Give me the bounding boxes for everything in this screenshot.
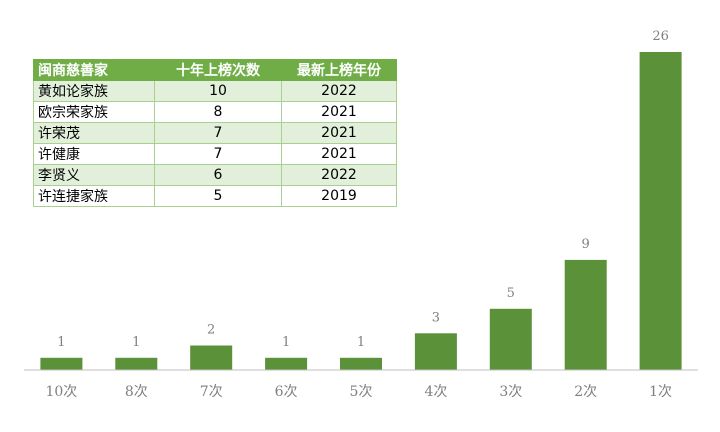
value-label-2: 1 [132,335,140,350]
tick-label-8: 2次 [574,384,597,400]
ranking-table: 闽商慈善家 十年上榜次数 最新上榜年份 黄如论家族 10 2022 欧宗荣家族 … [33,59,397,207]
tick-label-4: 6次 [275,384,298,400]
cell-year: 2021 [281,101,397,123]
cell-count: 7 [154,122,282,144]
cell-name: 许连捷家族 [33,185,155,207]
value-label-3: 2 [207,323,215,338]
cell-year: 2021 [281,122,397,144]
bar-1 [40,357,83,370]
value-label-5: 1 [357,335,365,350]
table-row: 李贤义 6 2022 [33,164,397,186]
value-label-4: 1 [282,335,290,350]
bar-6 [414,333,457,370]
tick-label-9: 1次 [649,384,672,400]
tick-labels-group: 10次 8次 7次 6次 5次 4次 3次 2次 1次 [45,384,672,400]
cell-name: 许荣茂 [33,122,155,144]
cell-name: 李贤义 [33,164,155,186]
tick-label-5: 5次 [350,384,373,400]
bar-2 [115,357,158,370]
table-header-row: 闽商慈善家 十年上榜次数 最新上榜年份 [33,59,397,81]
bar-8 [564,259,607,370]
table-row: 许连捷家族 5 2019 [33,185,397,207]
tick-label-1: 10次 [45,384,77,400]
cell-name: 黄如论家族 [33,80,155,102]
cell-name: 许健康 [33,143,155,165]
bar-7 [489,308,532,370]
bar-5 [340,357,382,370]
cell-count: 10 [154,80,282,102]
table-row: 许荣茂 7 2021 [33,122,397,144]
bar-9 [639,52,682,370]
bars-group [40,52,682,370]
header-philanthropist: 闽商慈善家 [33,59,155,81]
value-label-1: 1 [57,335,65,350]
table-row: 欧宗荣家族 8 2021 [33,101,397,123]
cell-year: 2022 [281,164,397,186]
header-times-listed: 十年上榜次数 [154,59,282,81]
value-label-8: 9 [582,237,590,252]
value-label-7: 5 [507,286,515,301]
tick-label-3: 7次 [200,384,223,400]
cell-name: 欧宗荣家族 [33,101,155,123]
tick-label-6: 4次 [424,384,447,400]
cell-count: 5 [154,185,282,207]
header-latest-year: 最新上榜年份 [281,59,397,81]
cell-count: 7 [154,143,282,165]
cell-count: 6 [154,164,282,186]
value-label-9: 26 [652,29,669,44]
value-label-6: 3 [432,310,440,325]
tick-label-7: 3次 [499,384,522,400]
table-row: 许健康 7 2021 [33,143,397,165]
table-row: 黄如论家族 10 2022 [33,80,397,102]
bar-3 [190,345,233,370]
cell-year: 2019 [281,185,397,207]
cell-year: 2021 [281,143,397,165]
bar-4 [265,357,308,370]
tick-label-2: 8次 [125,384,148,400]
value-labels-group: 1 1 2 1 1 3 5 9 26 [57,29,669,350]
cell-count: 8 [154,101,282,123]
cell-year: 2022 [281,80,397,102]
